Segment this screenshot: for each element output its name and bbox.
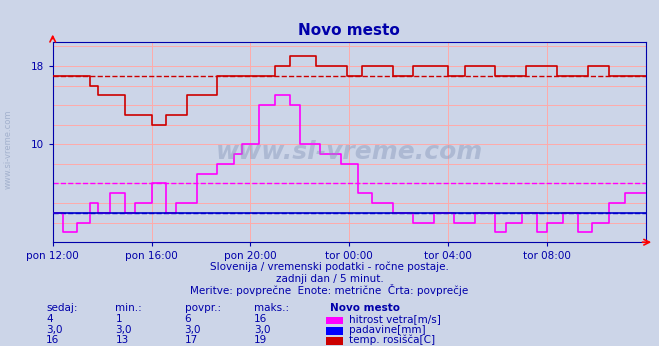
Text: zadnji dan / 5 minut.: zadnji dan / 5 minut.: [275, 274, 384, 284]
Text: Meritve: povprečne  Enote: metrične  Črta: povprečje: Meritve: povprečne Enote: metrične Črta:…: [190, 284, 469, 296]
Text: min.:: min.:: [115, 303, 142, 313]
Text: 6: 6: [185, 315, 191, 325]
Text: 3,0: 3,0: [46, 325, 63, 335]
Text: Novo mesto: Novo mesto: [330, 303, 399, 313]
Text: www.si-vreme.com: www.si-vreme.com: [215, 140, 483, 164]
Text: 16: 16: [46, 335, 59, 345]
Text: 3,0: 3,0: [254, 325, 270, 335]
Text: 4: 4: [46, 315, 53, 325]
Title: Novo mesto: Novo mesto: [299, 22, 400, 38]
Text: povpr.:: povpr.:: [185, 303, 221, 313]
Text: 16: 16: [254, 315, 267, 325]
Text: 17: 17: [185, 335, 198, 345]
Text: 19: 19: [254, 335, 267, 345]
Text: temp. rosišča[C]: temp. rosišča[C]: [349, 335, 436, 345]
Text: www.si-vreme.com: www.si-vreme.com: [3, 109, 13, 189]
Text: Slovenija / vremenski podatki - ročne postaje.: Slovenija / vremenski podatki - ročne po…: [210, 261, 449, 272]
Text: maks.:: maks.:: [254, 303, 289, 313]
Text: 3,0: 3,0: [115, 325, 132, 335]
Text: 1: 1: [115, 315, 122, 325]
Text: padavine[mm]: padavine[mm]: [349, 325, 426, 335]
Text: sedaj:: sedaj:: [46, 303, 78, 313]
Text: hitrost vetra[m/s]: hitrost vetra[m/s]: [349, 315, 441, 325]
Text: 13: 13: [115, 335, 129, 345]
Text: 3,0: 3,0: [185, 325, 201, 335]
